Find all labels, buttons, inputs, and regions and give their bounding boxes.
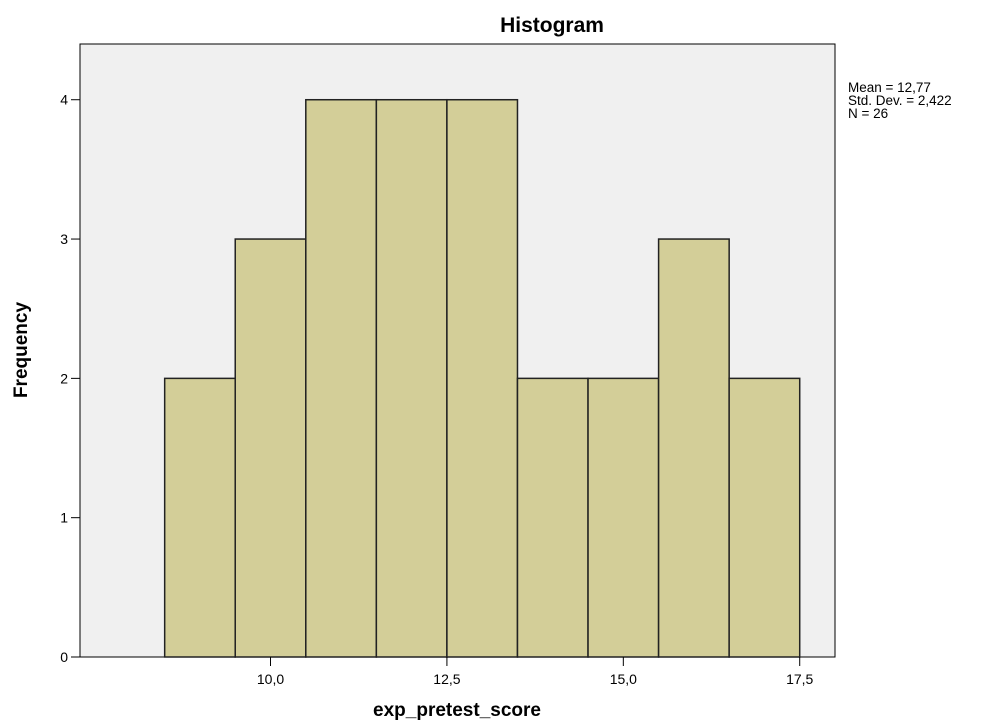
- histogram-bar-7: [587, 377, 660, 658]
- y-tick-label: 1: [60, 510, 68, 526]
- histogram-bar-1: [163, 377, 236, 658]
- histogram-bar-6: [516, 377, 589, 658]
- histogram-bar-3: [305, 98, 378, 658]
- stat-line-3: N = 26: [848, 106, 888, 121]
- y-tick-label: 3: [60, 231, 68, 247]
- histogram-bar-5: [446, 98, 519, 658]
- x-axis-label: exp_pretest_score: [373, 700, 541, 721]
- y-tick-label: 4: [60, 92, 68, 108]
- bars-group: [163, 98, 801, 658]
- x-tick-label: 15,0: [610, 671, 637, 687]
- x-tick-label: 17,5: [786, 671, 813, 687]
- histogram-bar-2: [234, 238, 307, 658]
- stat-line-1: Mean = 12,77: [848, 80, 931, 95]
- y-tick-label: 2: [60, 370, 68, 386]
- y-axis-label: Frequency: [11, 302, 32, 399]
- x-tick-label: 12,5: [433, 671, 460, 687]
- x-axis: 10,0 12,5 15,0 17,5: [257, 657, 814, 687]
- stat-line-2: Std. Dev. = 2,422: [848, 93, 952, 108]
- y-axis: 0 1 2 3 4: [60, 92, 80, 665]
- x-tick-label: 10,0: [257, 671, 284, 687]
- histogram-bar-4: [375, 98, 448, 658]
- histogram-bar-9: [728, 377, 801, 658]
- y-tick-label: 0: [60, 649, 68, 665]
- chart-title: Histogram: [500, 14, 604, 37]
- histogram-bar-8: [657, 238, 730, 658]
